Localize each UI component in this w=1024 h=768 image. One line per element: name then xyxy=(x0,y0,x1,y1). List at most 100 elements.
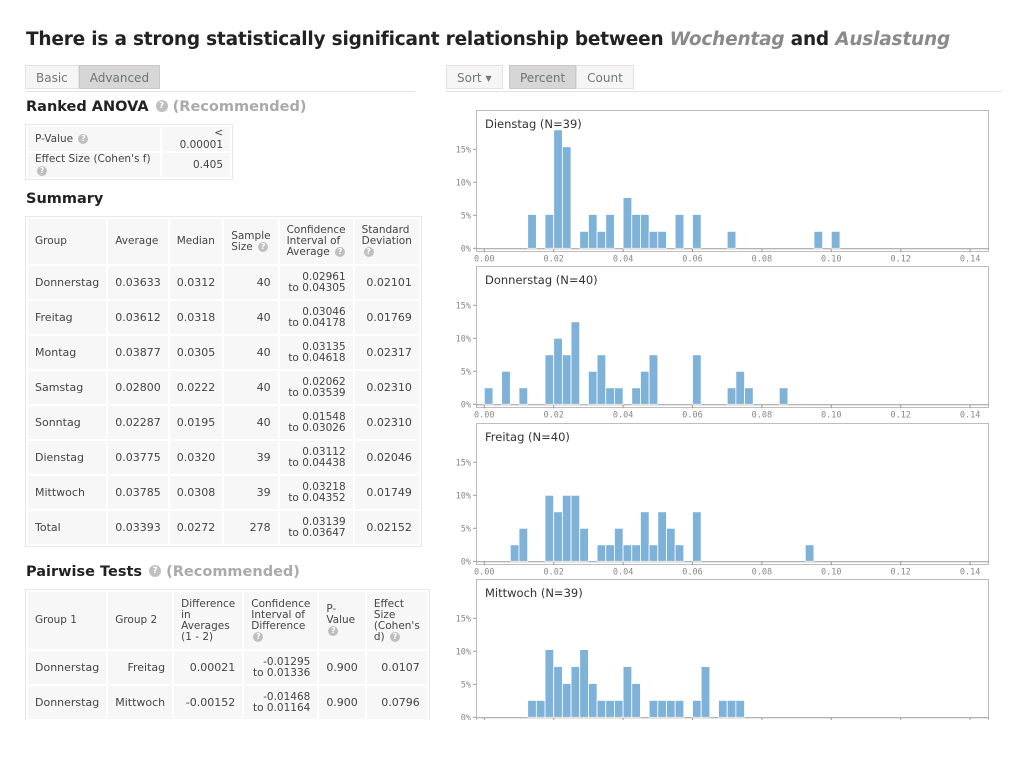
histogram-bar[interactable] xyxy=(579,649,589,718)
histogram-bar[interactable] xyxy=(648,544,659,562)
histogram-bar[interactable] xyxy=(570,321,581,405)
histogram-bar[interactable] xyxy=(527,699,537,718)
histogram-bar[interactable] xyxy=(640,511,650,562)
histogram-bar[interactable] xyxy=(813,230,824,249)
histogram-bar[interactable] xyxy=(718,699,728,718)
histogram-bar[interactable] xyxy=(553,337,563,405)
help-icon[interactable]: ? xyxy=(335,247,346,257)
histogram-bar[interactable] xyxy=(648,230,659,249)
histogram-bar[interactable] xyxy=(553,666,563,718)
confidence-interval-value: 0.02961 to 0.04305 xyxy=(279,266,353,299)
histogram-bar[interactable] xyxy=(726,387,737,405)
histogram-bar[interactable] xyxy=(778,387,789,405)
histogram-bar[interactable] xyxy=(631,214,641,249)
histogram-bar[interactable] xyxy=(553,511,563,562)
histogram-bar[interactable] xyxy=(674,214,685,249)
histogram-bar[interactable] xyxy=(674,699,685,718)
tab-advanced[interactable]: Advanced xyxy=(78,65,161,89)
histogram-bar[interactable] xyxy=(804,544,815,562)
histogram-bar[interactable] xyxy=(579,527,589,562)
tab-count[interactable]: Count xyxy=(576,65,634,89)
histogram-bar[interactable] xyxy=(587,214,598,249)
std-dev-value: 0.01749 xyxy=(354,476,419,509)
histogram-bar[interactable] xyxy=(692,214,702,249)
histogram-bar[interactable] xyxy=(518,387,529,405)
help-icon[interactable]: ? xyxy=(78,134,89,144)
histogram-bar[interactable] xyxy=(666,699,676,718)
help-icon[interactable]: ? xyxy=(149,565,162,577)
group-name: Dienstag xyxy=(28,441,107,474)
help-icon[interactable]: ? xyxy=(363,247,374,257)
histogram-bar[interactable] xyxy=(527,214,537,249)
histogram-bar[interactable] xyxy=(570,666,581,718)
histogram-bar[interactable] xyxy=(544,649,555,718)
histogram-bar[interactable] xyxy=(631,544,641,562)
histogram-bar[interactable] xyxy=(605,699,615,718)
p-value: 0.900 xyxy=(319,651,365,684)
help-icon[interactable]: ? xyxy=(258,241,269,252)
y-tick-label: 0% xyxy=(461,400,471,410)
histogram-bar[interactable] xyxy=(596,230,607,249)
histogram-bar[interactable] xyxy=(561,146,572,249)
histogram-bar[interactable] xyxy=(648,354,659,405)
histogram-bar[interactable] xyxy=(561,683,572,718)
histogram-bar[interactable] xyxy=(596,544,607,562)
histogram-bar[interactable] xyxy=(570,494,581,562)
histogram-bar[interactable] xyxy=(692,699,702,718)
help-icon[interactable]: ? xyxy=(328,626,339,636)
help-icon[interactable]: ? xyxy=(253,631,264,642)
tab-basic[interactable]: Basic xyxy=(25,65,79,89)
histogram-bar[interactable] xyxy=(622,197,633,249)
histogram-bar[interactable] xyxy=(614,699,624,718)
histogram-bar[interactable] xyxy=(666,527,676,562)
histogram-bar[interactable] xyxy=(587,683,598,718)
histogram-bar[interactable] xyxy=(518,527,529,562)
histogram-bar[interactable] xyxy=(692,354,702,405)
histogram-bar[interactable] xyxy=(614,527,624,562)
histogram-bar[interactable] xyxy=(553,129,563,249)
histogram-bar[interactable] xyxy=(700,666,711,718)
histogram-bar[interactable] xyxy=(674,544,685,562)
histogram-bar[interactable] xyxy=(657,230,667,249)
histogram-bar[interactable] xyxy=(605,214,615,249)
histogram-bar[interactable] xyxy=(735,370,745,405)
histogram-bar[interactable] xyxy=(579,230,589,249)
histogram-bar[interactable] xyxy=(726,230,737,249)
average-value: 0.03612 xyxy=(108,301,168,334)
histogram-bar[interactable] xyxy=(735,699,745,718)
histogram-bar[interactable] xyxy=(561,494,572,562)
histogram-bar[interactable] xyxy=(544,354,555,405)
histogram-bar[interactable] xyxy=(509,544,520,562)
histogram-bar[interactable] xyxy=(501,370,511,405)
histogram-bar[interactable] xyxy=(544,494,555,562)
histogram-bar[interactable] xyxy=(605,544,615,562)
histogram-bar[interactable] xyxy=(631,387,641,405)
histogram-bar[interactable] xyxy=(744,387,754,405)
help-icon[interactable]: ? xyxy=(155,100,168,112)
histogram-bar[interactable] xyxy=(726,699,737,718)
histogram-bar[interactable] xyxy=(657,699,667,718)
histogram-bar[interactable] xyxy=(596,699,607,718)
histogram-bar[interactable] xyxy=(587,370,598,405)
help-icon[interactable]: ? xyxy=(389,631,400,642)
histogram-bar[interactable] xyxy=(483,387,494,405)
histogram-bar[interactable] xyxy=(605,387,615,405)
histogram-bar[interactable] xyxy=(657,511,667,562)
histogram-bar[interactable] xyxy=(830,230,841,249)
histogram-bar[interactable] xyxy=(614,387,624,405)
histogram-bar[interactable] xyxy=(622,544,633,562)
sort-dropdown[interactable]: Sort ▼ xyxy=(446,65,503,89)
histogram-bar[interactable] xyxy=(631,683,641,718)
histogram-bar[interactable] xyxy=(596,354,607,405)
help-icon[interactable]: ? xyxy=(37,166,47,176)
histogram-bar[interactable] xyxy=(692,511,702,562)
histogram-bar[interactable] xyxy=(544,214,555,249)
histogram-bar[interactable] xyxy=(561,354,572,405)
histogram-bar[interactable] xyxy=(622,666,633,718)
histogram-bar[interactable] xyxy=(535,699,546,718)
histogram-bar[interactable] xyxy=(640,214,650,249)
tab-percent[interactable]: Percent xyxy=(509,65,577,89)
histogram-bar[interactable] xyxy=(640,370,650,405)
p-value: 0.900 xyxy=(319,686,365,719)
histogram-bar[interactable] xyxy=(648,699,659,718)
